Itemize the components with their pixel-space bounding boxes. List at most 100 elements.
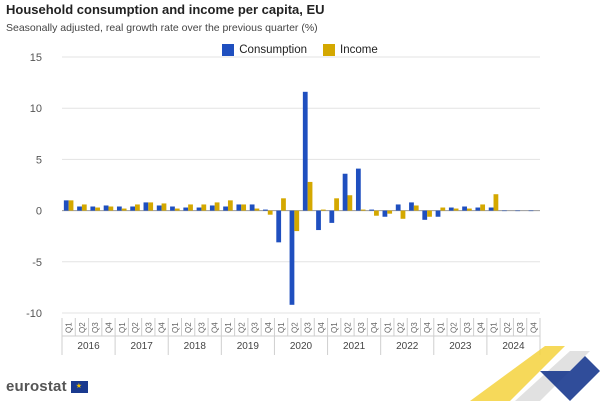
bar-consumption: [528, 210, 534, 212]
bar-consumption: [276, 210, 282, 243]
bar-income: [81, 204, 87, 211]
quarter-tick-label: Q2: [450, 322, 459, 333]
bar-consumption: [329, 210, 335, 223]
quarter-tick-label: Q4: [211, 322, 220, 333]
legend-item-income[interactable]: Income: [323, 44, 378, 56]
quarter-tick-label: Q3: [197, 322, 206, 333]
bar-income: [267, 210, 273, 215]
quarter-tick-label: Q2: [290, 322, 299, 333]
bar-consumption: [170, 206, 175, 211]
quarter-tick-label: Q3: [463, 322, 472, 333]
bar-consumption: [435, 210, 441, 217]
quarter-tick-label: Q1: [277, 322, 286, 333]
bar-consumption: [515, 210, 521, 212]
quarter-tick-label: Q3: [251, 322, 260, 333]
bar-consumption: [475, 207, 481, 211]
quarter-tick-label: Q1: [490, 322, 499, 333]
quarter-tick-label: Q3: [304, 322, 313, 333]
bar-consumption: [183, 207, 189, 211]
bar-consumption: [462, 206, 467, 211]
logo-text: eurostat: [6, 378, 67, 395]
legend-item-consumption[interactable]: Consumption: [222, 44, 307, 56]
bar-income: [121, 208, 127, 211]
bar-consumption: [236, 204, 242, 211]
bar-consumption: [369, 209, 375, 211]
bar-income: [374, 210, 379, 216]
bar-consumption: [488, 207, 494, 211]
bar-income: [307, 181, 313, 211]
bar-income: [281, 198, 286, 211]
quarter-tick-label: Q1: [118, 322, 127, 333]
legend-swatch-income: [323, 44, 336, 56]
bar-consumption: [502, 210, 507, 212]
bar-consumption: [302, 91, 308, 211]
quarter-tick-label: Q1: [171, 322, 180, 333]
bar-income: [453, 208, 459, 211]
quarter-tick-label: Q2: [503, 322, 512, 333]
quarter-tick-label: Q1: [65, 322, 74, 333]
bar-income: [480, 204, 486, 211]
eurostat-logo: eurostat: [6, 378, 88, 395]
bar-consumption: [77, 206, 82, 211]
quarter-tick-label: Q1: [330, 322, 339, 333]
year-tick-label: 2018: [184, 341, 207, 352]
bar-consumption: [90, 206, 96, 211]
bar-consumption: [409, 202, 414, 211]
bar-consumption: [355, 168, 361, 211]
bar-consumption: [116, 206, 122, 211]
bar-income: [135, 204, 140, 211]
year-tick-label: 2016: [77, 341, 100, 352]
bar-income: [440, 207, 446, 211]
bar-consumption: [63, 200, 69, 211]
chart-subtitle: Seasonally adjusted, real growth rate ov…: [6, 22, 318, 34]
year-tick-label: 2022: [396, 341, 419, 352]
y-tick-label: -5: [32, 257, 42, 269]
quarter-tick-label: Q3: [357, 322, 366, 333]
quarter-tick-label: Q2: [237, 322, 246, 333]
bar-income: [493, 194, 499, 211]
quarter-tick-label: Q4: [104, 322, 113, 333]
quarter-tick-label: Q4: [423, 322, 432, 333]
bar-consumption: [289, 210, 295, 305]
bar-income: [334, 198, 339, 211]
year-tick-label: 2019: [237, 341, 260, 352]
bar-consumption: [103, 205, 109, 211]
bar-consumption: [156, 205, 162, 211]
quarter-tick-label: Q1: [436, 322, 445, 333]
legend-label-income: Income: [340, 44, 378, 56]
bar-consumption: [422, 210, 428, 220]
y-tick-label: 10: [30, 103, 42, 115]
bar-income: [347, 195, 353, 211]
quarter-tick-label: Q3: [91, 322, 100, 333]
bar-income: [68, 200, 74, 211]
quarter-tick-label: Q2: [131, 322, 140, 333]
legend-swatch-consumption: [222, 44, 235, 56]
quarter-tick-label: Q2: [343, 322, 352, 333]
quarter-tick-label: Q4: [317, 322, 326, 333]
quarter-tick-label: Q3: [516, 322, 525, 333]
year-tick-label: 2020: [290, 341, 313, 352]
quarter-tick-label: Q4: [370, 322, 379, 333]
year-tick-label: 2021: [343, 341, 366, 352]
quarter-tick-label: Q4: [158, 322, 167, 333]
quarter-tick-label: Q2: [397, 322, 406, 333]
bar-consumption: [382, 210, 388, 217]
bar-income: [427, 210, 432, 217]
bar-income: [320, 209, 326, 211]
legend-label-consumption: Consumption: [239, 44, 308, 56]
bar-income: [188, 204, 193, 211]
year-tick-label: 2017: [131, 341, 154, 352]
quarter-tick-label: Q2: [184, 322, 193, 333]
bar-income: [387, 210, 393, 214]
bar-income: [108, 206, 114, 211]
bar-consumption: [263, 209, 268, 211]
quarter-tick-label: Q3: [410, 322, 419, 333]
year-tick-label: 2024: [502, 341, 525, 352]
bar-income: [201, 204, 207, 211]
quarter-tick-label: Q1: [383, 322, 392, 333]
bar-consumption: [130, 206, 136, 211]
quarter-tick-label: Q1: [224, 322, 233, 333]
bar-income: [413, 205, 419, 211]
bar-income: [400, 210, 406, 219]
